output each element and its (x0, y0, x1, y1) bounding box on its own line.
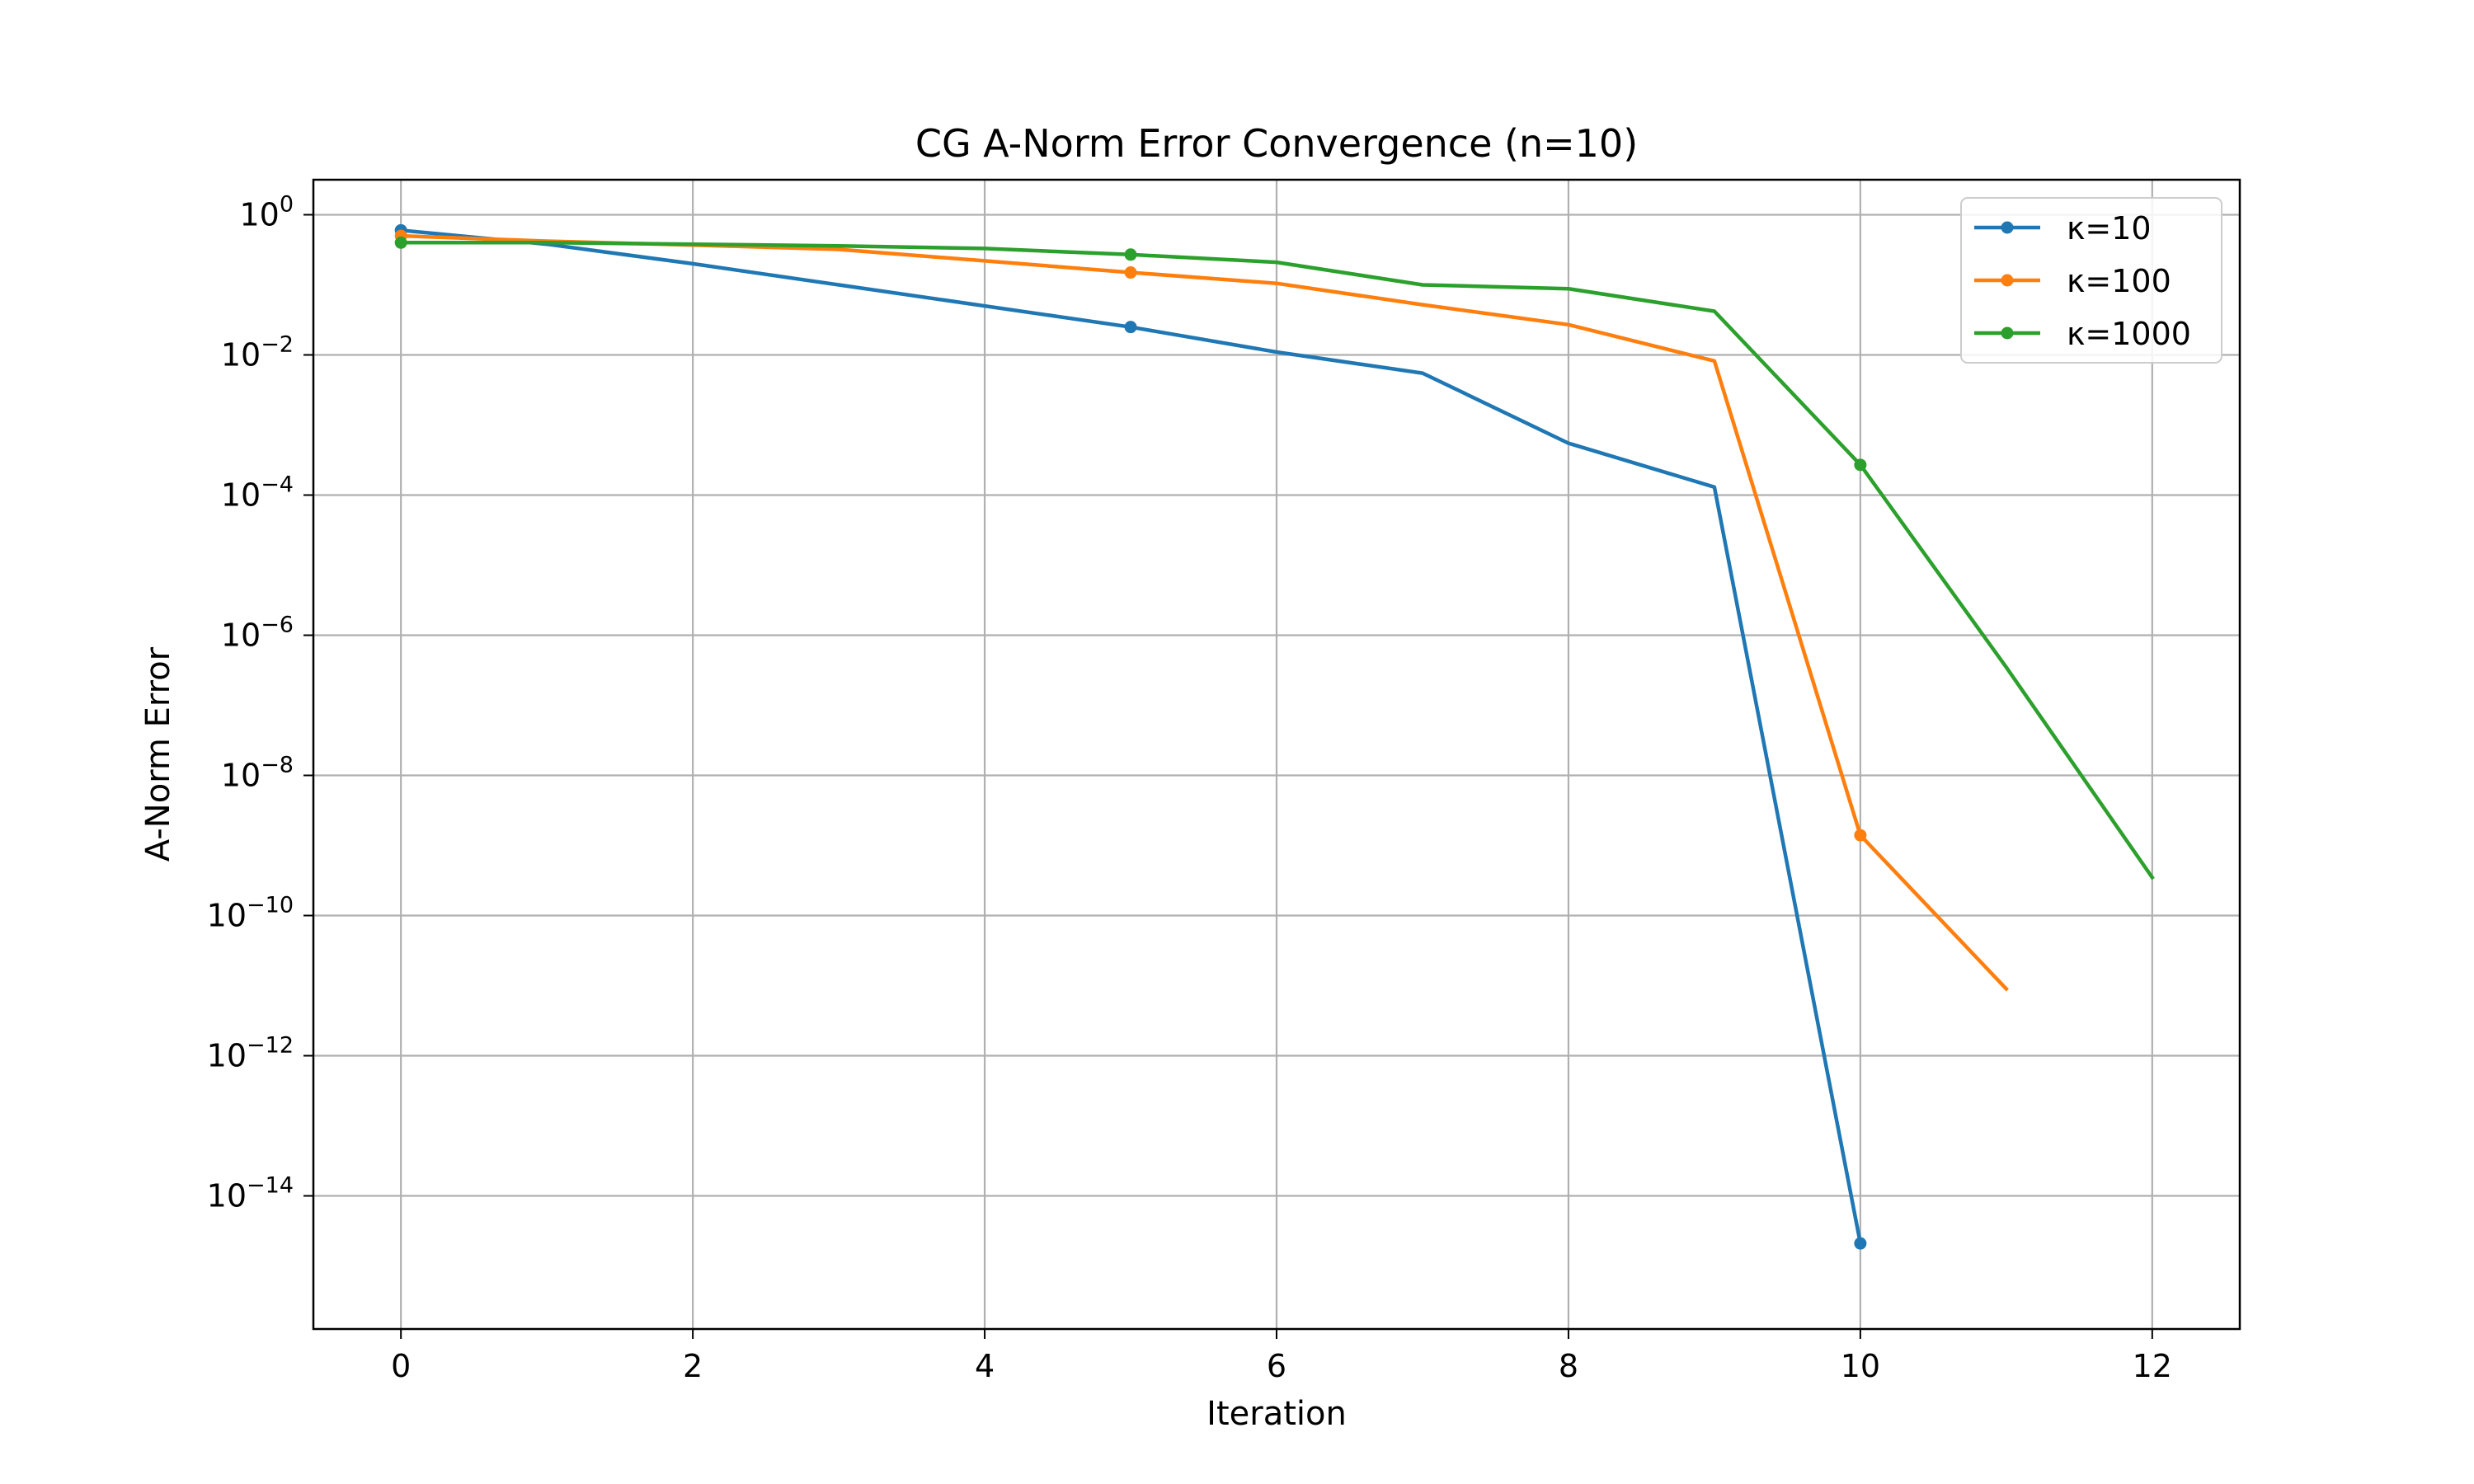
y-tick-base: 10 (221, 758, 261, 794)
grid-lines (313, 180, 2240, 1329)
chart-title: CG A-Norm Error Convergence (n=10) (915, 121, 1638, 166)
legend: κ=10 κ=100 κ=1000 (1960, 197, 2222, 364)
series-3-marker (394, 236, 407, 249)
legend-label: κ=1000 (2067, 316, 2191, 352)
series-3-marker (1124, 248, 1137, 261)
y-tick-label: 10−14 (207, 1173, 294, 1214)
y-tick-exponent: −4 (261, 472, 294, 497)
legend-label: κ=10 (2067, 210, 2152, 247)
y-tick-base: 10 (221, 617, 261, 653)
legend-swatch-marker (2001, 326, 2014, 340)
x-tick-label: 0 (391, 1348, 411, 1384)
y-tick-base: 10 (221, 336, 261, 373)
y-tick-exponent: −10 (247, 893, 294, 918)
y-tick-label: 10−10 (207, 893, 294, 934)
y-tick-exponent: −14 (247, 1173, 294, 1199)
y-tick-exponent: −2 (261, 331, 294, 357)
y-tick-label: 10−2 (221, 331, 294, 373)
y-axis-label: A-Norm Error (139, 646, 177, 862)
y-tick-exponent: −8 (261, 753, 294, 778)
x-axis-label: Iteration (1206, 1395, 1347, 1433)
y-tick-exponent: −6 (261, 612, 294, 637)
x-tick-label: 8 (1559, 1348, 1578, 1384)
y-tick-base: 10 (207, 1178, 247, 1214)
x-tick-label: 10 (1841, 1348, 1880, 1384)
axis-ticks: 0 2 4 6 8 10 1210010−210−410−610−810−1010−1210… (207, 191, 2172, 1384)
x-tick-label: 4 (975, 1348, 995, 1384)
series-2-marker (1124, 266, 1137, 279)
y-tick-label: 10−8 (221, 753, 294, 794)
y-tick-label: 100 (239, 191, 294, 232)
legend-label: κ=100 (2067, 263, 2171, 299)
series-1-marker (1854, 1237, 1867, 1250)
series-layer (394, 223, 2155, 1250)
y-tick-base: 10 (221, 477, 261, 513)
series-2-marker (1854, 829, 1867, 842)
y-tick-base: 10 (207, 1038, 247, 1074)
x-tick-label: 6 (1267, 1348, 1286, 1384)
series-3-marker (1854, 458, 1867, 472)
y-tick-label: 10−12 (207, 1033, 294, 1074)
x-tick-label: 2 (683, 1348, 703, 1384)
y-tick-base: 10 (239, 196, 279, 232)
series-1-marker (1124, 321, 1137, 334)
legend-swatch-marker (2001, 274, 2014, 287)
y-tick-base: 10 (207, 898, 247, 934)
y-tick-exponent: −12 (247, 1033, 294, 1059)
legend-box (1960, 197, 2222, 364)
y-tick-label: 10−6 (221, 612, 294, 653)
legend-swatch-marker (2001, 221, 2014, 234)
y-tick-label: 10−4 (221, 472, 294, 513)
x-tick-label: 12 (2133, 1348, 2172, 1384)
y-tick-exponent: 0 (280, 191, 294, 217)
